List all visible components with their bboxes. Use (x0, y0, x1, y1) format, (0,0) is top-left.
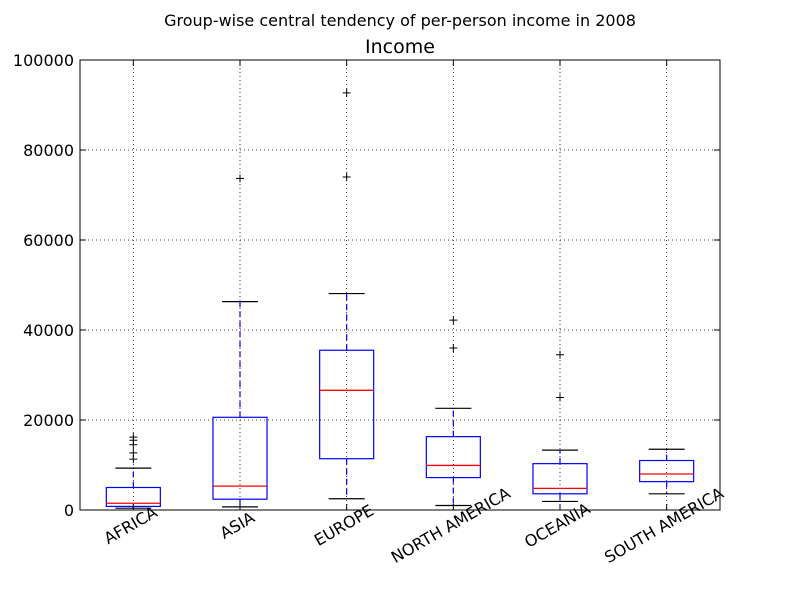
outlier-point (449, 316, 458, 325)
outlier-point (236, 174, 244, 183)
outlier-point (342, 88, 351, 97)
y-tick-label: 0 (64, 501, 74, 520)
box-iqr (212, 416, 268, 500)
y-tick-label: 40000 (23, 321, 74, 340)
axis-ticks: 0 20000 40000 60000 80000 100000 AFRICA ASIA EUR… (13, 51, 727, 567)
x-category-label: SOUTH AMERICA (601, 483, 727, 567)
y-tick-label: 80000 (23, 141, 74, 160)
box-africa (105, 433, 161, 509)
outlier-point (342, 173, 351, 181)
x-category-label: OCEANIA (521, 499, 593, 552)
outlier-point (449, 344, 458, 352)
box-iqr (319, 349, 375, 460)
box-iqr (639, 459, 695, 483)
x-category-label: NORTH AMERICA (388, 483, 514, 567)
outlier-point (129, 433, 138, 442)
x-category-label: AFRICA (101, 502, 161, 548)
box-europe (319, 88, 375, 500)
box-north-america (425, 316, 481, 507)
box-iqr (425, 436, 481, 479)
grid-lines (80, 60, 720, 510)
outlier-point (556, 393, 564, 402)
box-oceania (532, 350, 588, 503)
x-category-label: EUROPE (311, 501, 377, 550)
x-category-label: ASIA (217, 508, 258, 543)
outlier-point (129, 448, 138, 457)
outlier-point (556, 350, 564, 359)
y-tick-label: 60000 (23, 231, 74, 250)
box-south-america (639, 448, 695, 495)
chart-title: Income (365, 36, 435, 58)
box-iqr (532, 463, 588, 495)
figure-title: Group-wise central tendency of per-perso… (164, 11, 636, 30)
y-tick-label: 20000 (23, 411, 74, 430)
y-tick-label: 100000 (13, 51, 74, 70)
boxes-layer (105, 88, 695, 509)
plot-frame (79, 59, 721, 511)
